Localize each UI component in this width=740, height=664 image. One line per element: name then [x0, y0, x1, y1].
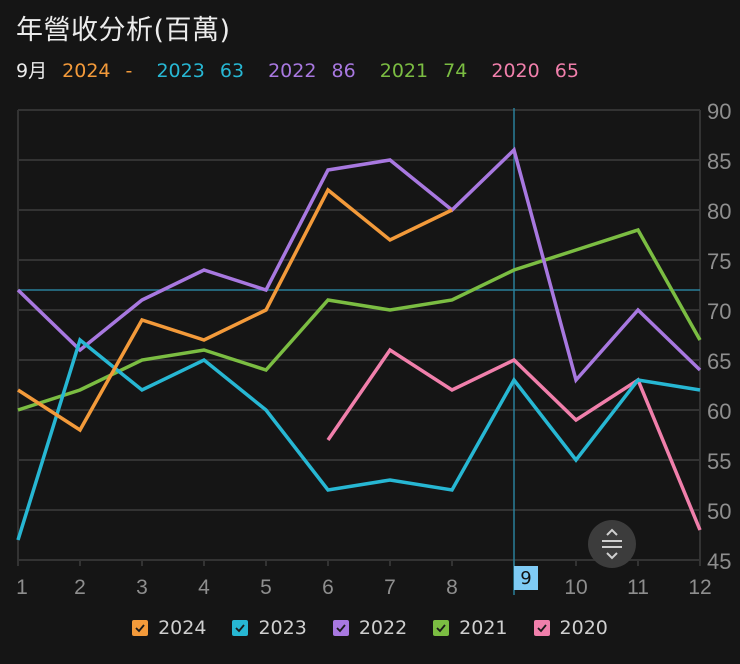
x-tick-label: 7 [384, 576, 396, 599]
legend-item-2024[interactable]: 2024 [132, 617, 206, 639]
checkbox-checked-icon[interactable] [533, 620, 550, 636]
legend-label: 2021 [459, 617, 508, 639]
summary-2020: 2020 65 [491, 60, 579, 82]
expand-collapse-icon [602, 528, 622, 560]
series-line-2022[interactable] [16, 146, 702, 384]
y-tick-label: 50 [707, 499, 731, 524]
legend-label: 2024 [158, 617, 207, 639]
scroll-toggle-button[interactable] [588, 520, 636, 568]
legend-item-2023[interactable]: 2023 [232, 617, 307, 639]
y-tick-label: 70 [707, 299, 731, 324]
legend-item-2020[interactable]: 2020 [533, 617, 608, 639]
crosshair-x-badge: 9 [514, 566, 538, 590]
y-tick-label: 90 [707, 99, 731, 124]
checkbox-checked-icon[interactable] [232, 620, 249, 636]
y-tick-label: 80 [707, 199, 731, 224]
legend-item-2021[interactable]: 2021 [433, 617, 508, 639]
x-tick-label: 1 [16, 576, 28, 599]
legend-label: 2022 [358, 617, 408, 639]
summary-2024: 2024 - [62, 60, 133, 82]
summary-2022: 2022 86 [268, 60, 356, 82]
x-tick-label: 10 [564, 576, 587, 599]
chart-legend: 2024 2023 2022 2021 2020 [0, 617, 740, 639]
y-tick-label: 55 [707, 449, 731, 474]
checkbox-checked-icon[interactable] [433, 620, 450, 636]
summary-2023: 2023 63 [156, 60, 245, 82]
series-line-2021[interactable] [17, 227, 702, 412]
x-tick-label: 2 [74, 576, 86, 599]
y-tick-label: 65 [707, 349, 731, 374]
x-tick-label: 4 [198, 576, 210, 599]
y-tick-label: 75 [707, 249, 731, 274]
series-line-2023[interactable] [16, 337, 701, 541]
x-tick-label: 12 [688, 576, 711, 599]
checkbox-checked-icon[interactable] [132, 620, 149, 636]
y-tick-label: 85 [707, 149, 731, 174]
selected-month-summary: 9月 2024 - 2023 63 2022 86 2021 74 2020 6… [16, 56, 597, 83]
legend-label: 2023 [258, 617, 307, 639]
selected-month-label: 9月 [16, 60, 48, 82]
legend-item-2022[interactable]: 2022 [332, 617, 408, 639]
x-tick-label: 6 [322, 576, 334, 599]
x-tick-label: 11 [627, 576, 649, 599]
x-tick-label: 5 [260, 576, 272, 599]
summary-2021: 2021 74 [379, 60, 468, 82]
y-tick-label: 45 [707, 549, 731, 574]
y-tick-label: 60 [707, 399, 731, 424]
x-tick-label: 3 [136, 576, 148, 599]
checkbox-checked-icon[interactable] [332, 620, 349, 636]
x-tick-label: 8 [446, 576, 458, 599]
series-line-2024[interactable] [17, 187, 453, 433]
chart-title: 年營收分析(百萬) [16, 15, 231, 46]
legend-label: 2020 [559, 617, 608, 639]
